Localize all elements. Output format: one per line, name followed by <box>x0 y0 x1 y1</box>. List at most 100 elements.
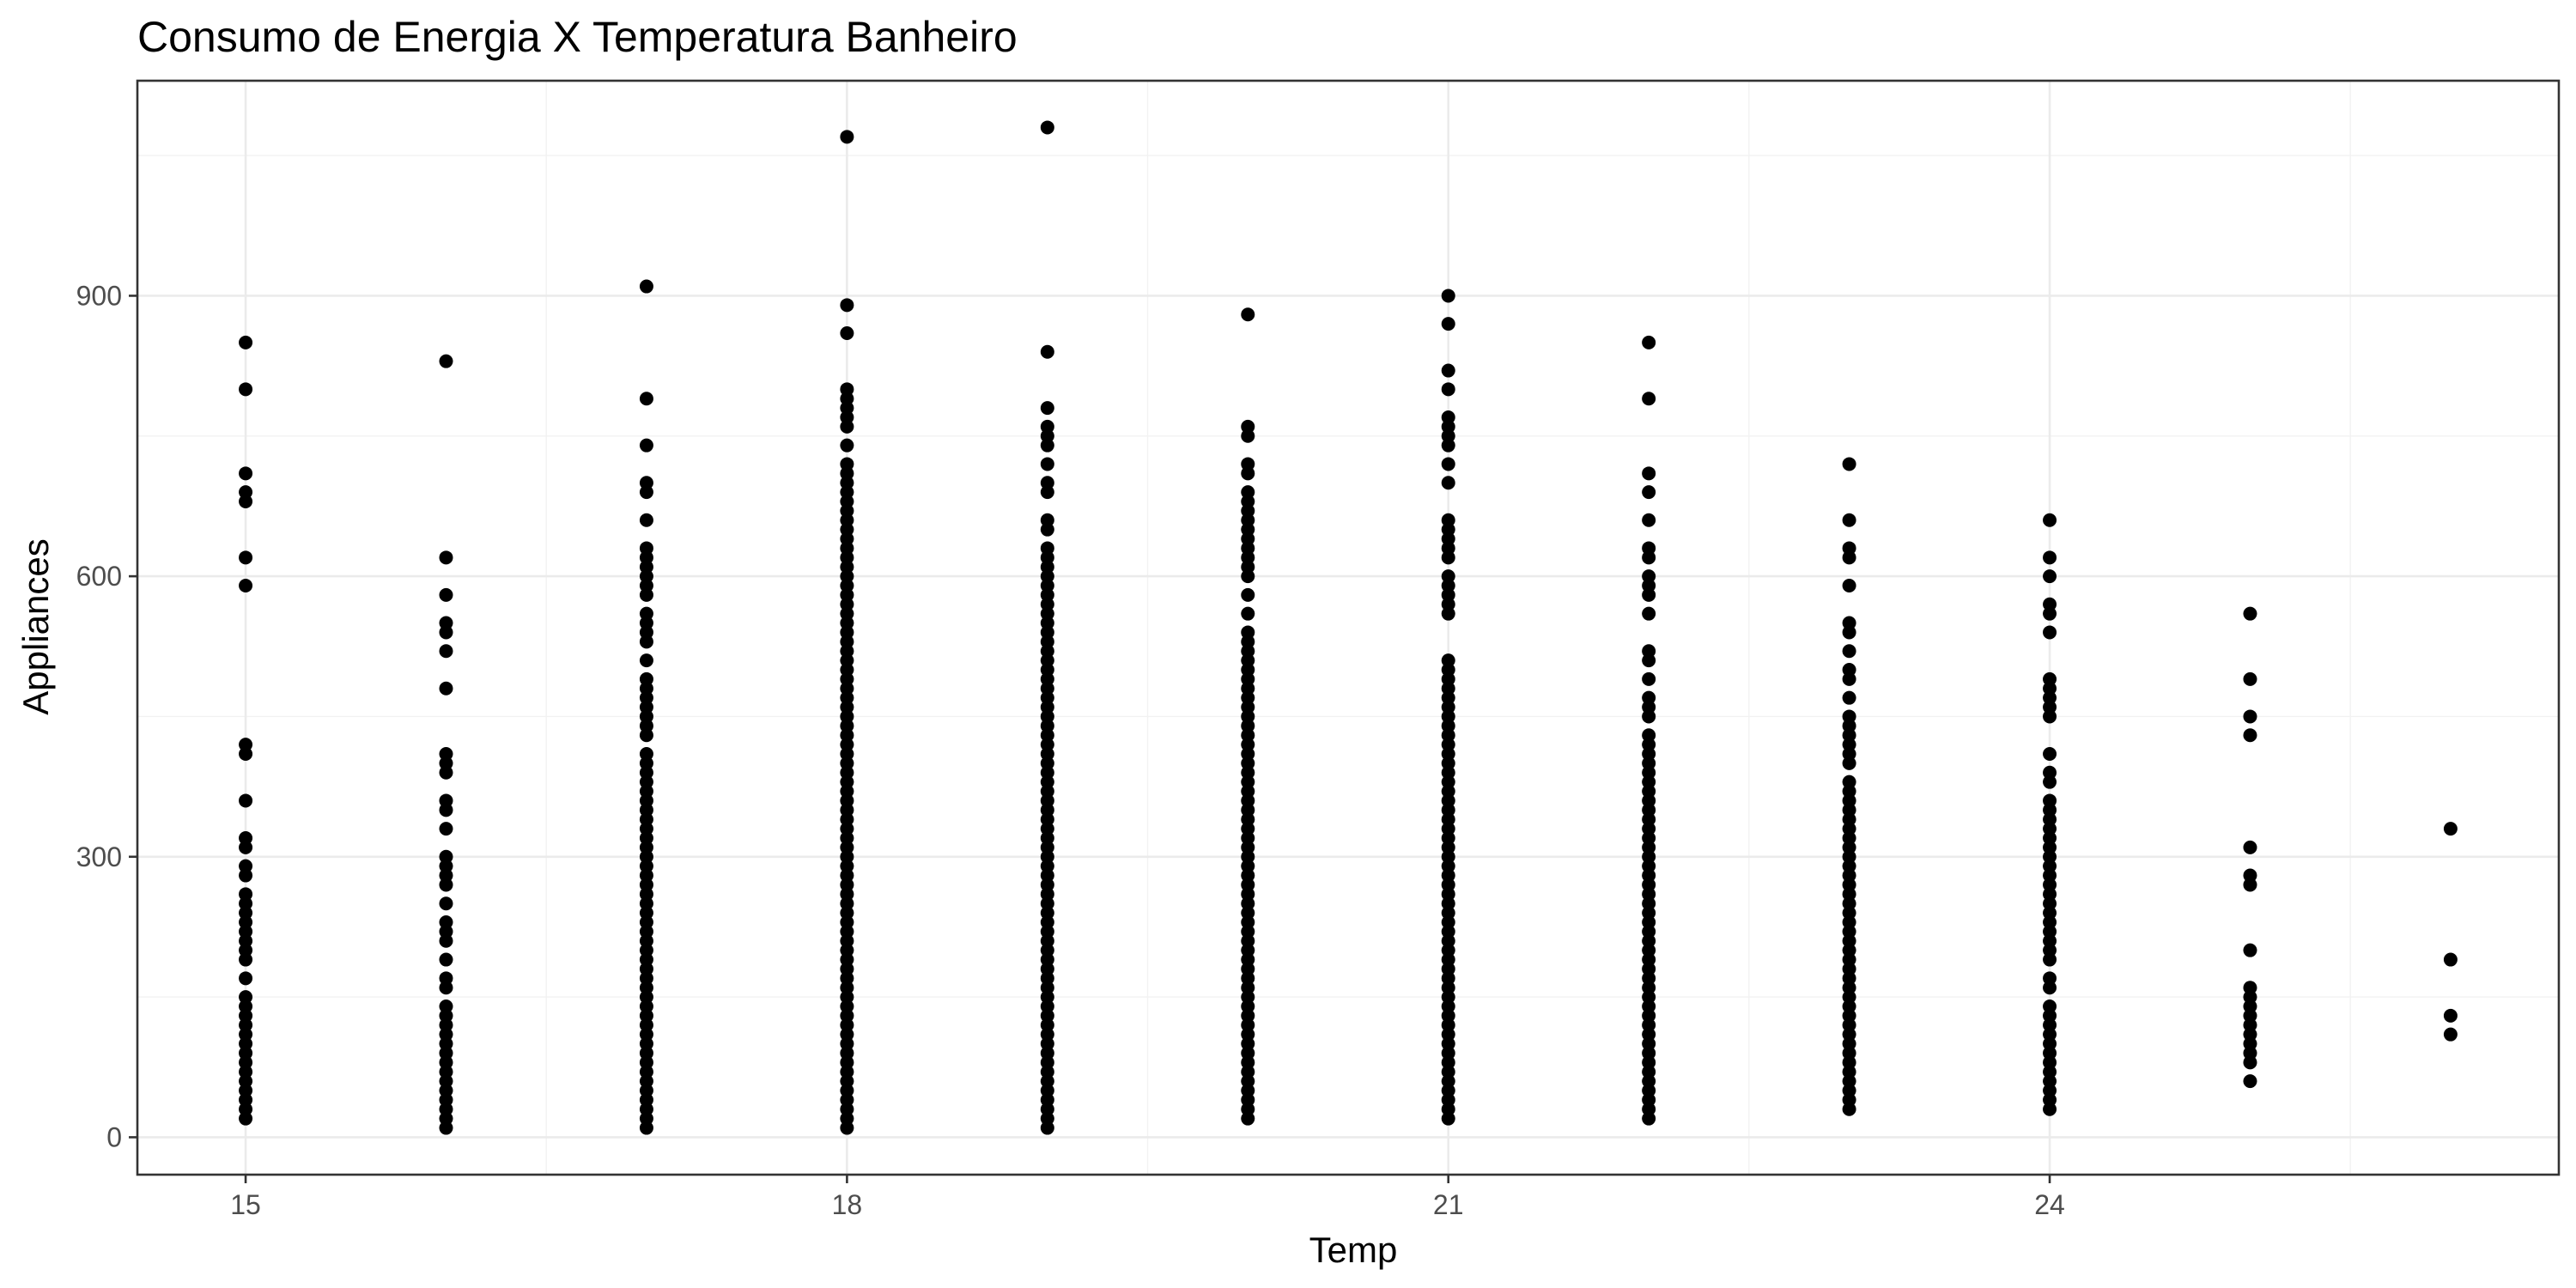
data-point <box>2043 775 2057 789</box>
data-point <box>2043 981 2057 995</box>
data-point <box>2243 878 2257 892</box>
data-point <box>439 354 453 368</box>
data-point <box>2043 1102 2057 1116</box>
data-point <box>1642 335 1656 349</box>
data-point <box>439 878 453 892</box>
data-point <box>1642 550 1656 565</box>
data-point <box>2043 513 2057 527</box>
data-point <box>2243 728 2257 743</box>
scatter-points <box>239 120 2458 1135</box>
data-point <box>840 438 854 453</box>
x-tick-label: 18 <box>832 1189 863 1220</box>
data-point <box>1642 587 1656 602</box>
data-point <box>439 644 453 659</box>
data-point <box>840 298 854 313</box>
data-point <box>239 382 253 397</box>
data-point <box>439 587 453 602</box>
x-tick-label: 24 <box>2034 1189 2065 1220</box>
x-axis-title: Temp <box>1309 1230 1398 1270</box>
data-point <box>1842 579 1856 592</box>
data-point <box>2043 952 2057 967</box>
minor-gridlines <box>137 81 2559 1175</box>
data-point <box>1441 457 1455 471</box>
data-point <box>1040 522 1054 537</box>
data-point <box>439 952 453 967</box>
data-point <box>2043 709 2057 724</box>
data-point <box>2043 550 2057 565</box>
data-point <box>439 896 453 911</box>
data-point <box>439 550 453 565</box>
data-point <box>439 765 453 780</box>
data-point <box>1642 466 1656 481</box>
data-point <box>639 635 653 649</box>
data-point <box>2043 606 2057 621</box>
data-point <box>2043 569 2057 584</box>
data-point <box>1040 485 1054 500</box>
data-point <box>639 392 653 406</box>
data-point <box>1441 289 1455 303</box>
chart-title: Consumo de Energia X Temperatura Banheir… <box>137 13 1018 61</box>
data-point <box>639 728 653 743</box>
data-point <box>840 130 854 144</box>
data-point <box>2043 747 2057 761</box>
y-axis-title: Appliances <box>15 538 56 714</box>
data-point <box>239 747 253 761</box>
y-tick-label: 600 <box>76 561 122 592</box>
data-point <box>1842 550 1856 565</box>
x-tick-label: 21 <box>1433 1189 1464 1220</box>
y-tick-label: 300 <box>76 841 122 872</box>
data-point <box>639 513 653 527</box>
data-point <box>1441 438 1455 453</box>
data-point <box>1842 644 1856 659</box>
data-point <box>1642 485 1656 500</box>
data-point <box>239 550 253 565</box>
data-point <box>2243 1074 2257 1089</box>
data-point <box>840 326 854 340</box>
data-point <box>1842 625 1856 640</box>
x-tick-label: 15 <box>230 1189 261 1220</box>
data-point <box>239 840 253 854</box>
data-point <box>1241 466 1255 481</box>
data-point <box>2243 709 2257 724</box>
data-point <box>239 466 253 481</box>
data-point <box>439 625 453 640</box>
data-point <box>2243 840 2257 854</box>
data-point <box>1241 428 1255 443</box>
y-tick-label: 900 <box>76 280 122 311</box>
data-point <box>239 971 253 986</box>
data-point <box>2443 952 2458 967</box>
data-point <box>1642 392 1656 406</box>
data-point <box>439 822 453 836</box>
data-point <box>2243 606 2257 621</box>
data-point <box>1040 457 1054 471</box>
data-point <box>1842 513 1856 527</box>
data-point <box>1040 1121 1054 1135</box>
data-point <box>639 485 653 500</box>
data-point <box>1842 690 1856 705</box>
data-point <box>1241 307 1255 322</box>
data-point <box>2243 943 2257 957</box>
data-point <box>1842 671 1856 686</box>
data-point <box>1441 317 1455 331</box>
data-point <box>239 868 253 883</box>
data-point <box>239 793 253 808</box>
data-point <box>239 579 253 592</box>
data-point <box>1241 587 1255 602</box>
data-point <box>2243 1055 2257 1070</box>
data-point <box>1642 1111 1656 1126</box>
data-point <box>1040 120 1054 135</box>
data-point <box>840 419 854 434</box>
data-point <box>439 803 453 817</box>
data-point <box>1642 653 1656 668</box>
data-point <box>439 933 453 948</box>
data-point <box>239 952 253 967</box>
data-point <box>1040 401 1054 416</box>
data-point <box>1040 344 1054 359</box>
data-point <box>1441 550 1455 565</box>
data-point <box>639 279 653 294</box>
data-point <box>239 335 253 349</box>
plot-panel <box>137 81 2559 1175</box>
data-point <box>1241 1111 1255 1126</box>
data-point <box>1642 606 1656 621</box>
